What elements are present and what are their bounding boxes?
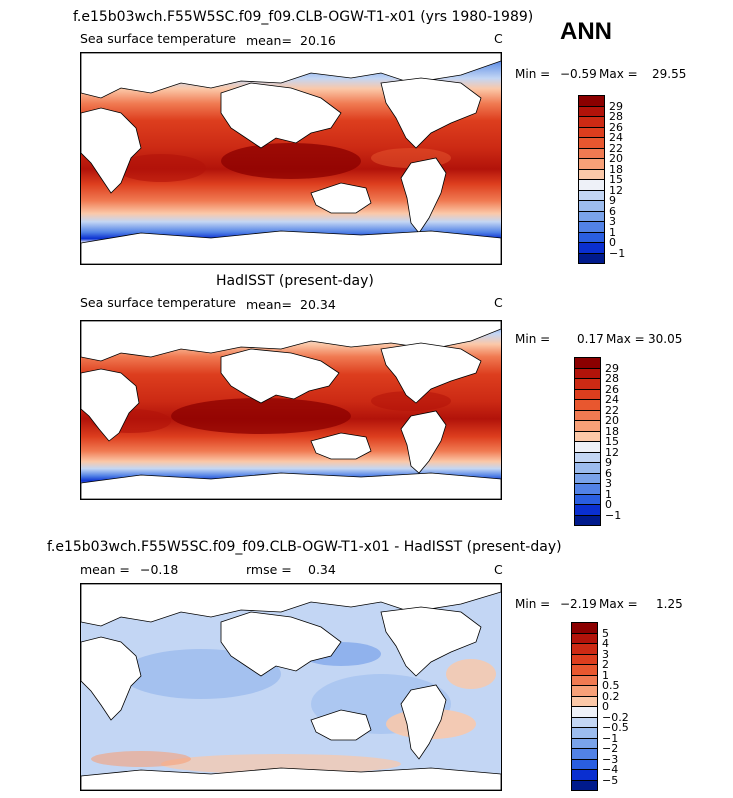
colorbar-swatch [578,252,605,264]
panel1-min-value: −0.59 [560,67,597,81]
panel3-min-value: −2.19 [560,597,597,611]
colorbar-tick-label: 18 [605,424,619,438]
colorbar-tick-label: 26 [609,120,623,134]
colorbar-tick-label: 20 [605,414,619,427]
colorbar-tick-label: −2 [602,742,619,755]
colorbar-tick-label: 29 [609,99,623,113]
panel2-min-label: Min = [515,332,551,346]
colorbar-tick-label: −0.2 [602,710,629,724]
panel1-coastlines [81,53,501,264]
panel2-units: C [494,295,503,310]
colorbar-tick-label: 1 [609,225,616,239]
colorbar-tick-label: 24 [605,393,619,406]
panel2-coastlines [81,321,501,499]
panel1-mean-label: mean= [246,33,292,48]
panel2-map [80,320,502,500]
colorbar-tick-label: 22 [609,141,623,155]
panel1-mean-value: 20.16 [300,33,336,48]
colorbar-tick-label: 20 [609,152,623,165]
panel2-min-value: 0.17 [577,332,604,346]
panel3-max-label: Max = [599,597,638,611]
panel1-min-label: Min = [515,67,551,81]
colorbar-tick-label: 2 [602,658,609,671]
colorbar-tick-label: −0.5 [602,721,629,734]
colorbar-tick-label: −3 [602,752,619,766]
panel3-mean-value: −0.18 [140,562,179,577]
panel2-max-value: 30.05 [648,332,683,346]
colorbar-tick-label: 9 [605,456,612,469]
colorbar-tick-label: 1 [602,668,609,682]
colorbar-tick-label: 0 [605,498,612,511]
colorbar-tick-label: 0 [609,236,616,249]
panel2-field-label: Sea surface temperature [80,295,236,310]
colorbar-tick-label: 28 [609,110,623,123]
panel1-field-label: Sea surface temperature [80,31,236,46]
panel1-map-svg [81,53,501,264]
panel3-min-label: Min = [515,597,551,611]
panel3-title: f.e15b03wch.F55W5SC.f09_f09.CLB-OGW-T1-x… [47,539,562,555]
panel1-max-label: Max = [599,67,638,81]
case-title: f.e15b03wch.F55W5SC.f09_f09.CLB-OGW-T1-x… [73,9,534,25]
colorbar-tick-label: 12 [609,183,623,197]
colorbar-tick-label: −5 [602,773,619,787]
colorbar-tick-label: 9 [609,194,616,207]
panel3-units: C [494,562,503,577]
colorbar-tick-label: 18 [609,162,623,176]
colorbar-swatch [574,514,601,526]
colorbar-tick-label: 3 [605,477,612,490]
panel3-max-value: 1.25 [656,597,683,611]
colorbar-tick-label: 15 [609,173,623,186]
panel3-map [80,583,502,791]
colorbar-tick-label: 24 [609,131,623,144]
colorbar-tick-label: 0.2 [602,689,620,703]
panel2-title: HadISST (present-day) [216,273,374,289]
panel3-mean-label: mean = [80,562,130,577]
panel1-units: C [494,31,503,46]
colorbar-tick-label: 0.5 [602,679,620,692]
panel3-rmse-value: 0.34 [308,562,336,577]
colorbar-tick-label: 4 [602,637,609,650]
colorbar-tick-label: −1 [609,246,626,260]
colorbar-swatch [571,779,598,791]
panel3-rmse-label: rmse = [246,562,292,577]
colorbar-tick-label: 6 [605,466,612,480]
colorbar-tick-label: 26 [605,382,619,396]
panel2-map-svg [81,321,501,499]
panel1-max-value: 29.55 [652,67,687,81]
colorbar-tick-label: 3 [602,647,609,661]
colorbar-tick-label: 5 [602,626,609,640]
colorbar-tick-label: 22 [605,403,619,417]
colorbar-tick-label: 12 [605,445,619,459]
colorbar-tick-label: 28 [605,372,619,385]
colorbar-tick-label: 29 [605,361,619,375]
colorbar-tick-label: 1 [605,487,612,501]
colorbar-tick-label: −1 [605,508,622,522]
colorbar-tick-label: 15 [605,435,619,448]
colorbar-tick-label: −4 [602,763,619,776]
colorbar-tick-label: 3 [609,215,616,228]
panel2-mean-value: 20.34 [300,297,336,312]
panel3-map-svg [81,584,501,790]
panel2-max-label: Max = [606,332,645,346]
colorbar-tick-label: 6 [609,204,616,218]
colorbar-tick-label: −1 [602,731,619,745]
panel3-coastlines [81,584,501,790]
colorbar-tick-label: 0 [602,700,609,713]
season-label: ANN [560,18,612,45]
panel1-map [80,52,502,265]
panel2-mean-label: mean= [246,297,292,312]
